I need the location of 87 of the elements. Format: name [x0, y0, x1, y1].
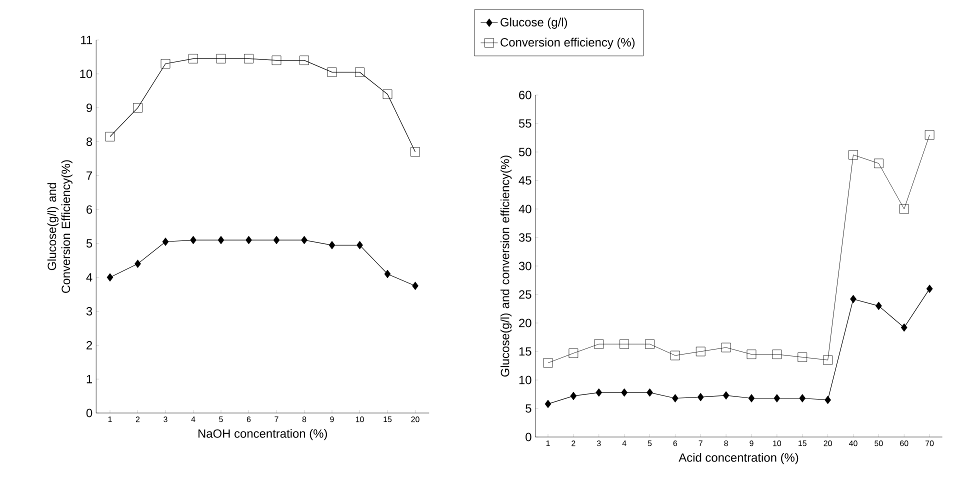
point [621, 388, 628, 397]
y-tick-label: 10 [519, 376, 532, 384]
y-tick-label: 8 [86, 137, 92, 146]
point [244, 54, 254, 64]
point [218, 236, 224, 244]
point [105, 132, 115, 142]
y-tick-label: 5 [526, 404, 532, 413]
point [620, 339, 629, 349]
y-axis-title: Glucose(g/l) and conversion efficiency(%) [500, 156, 512, 377]
point [412, 282, 418, 290]
point [746, 350, 756, 360]
point [188, 54, 198, 64]
point [327, 68, 337, 77]
point [273, 236, 280, 244]
point [697, 392, 704, 402]
legend-label: Conversion efficiency (%) [500, 38, 635, 49]
point [544, 400, 552, 408]
y-tick-label: 10 [80, 70, 92, 78]
point [799, 394, 806, 402]
point [670, 350, 680, 360]
point [824, 396, 832, 404]
point [900, 323, 908, 332]
y-tick-label: 1 [86, 374, 92, 384]
x-axis-title: Acid concentration (%) [678, 453, 798, 464]
y-tick-label: 11 [81, 36, 92, 44]
y-tick-label: 0 [526, 432, 532, 442]
point [106, 273, 114, 282]
point [926, 284, 933, 293]
y-tick-label: 20 [519, 318, 532, 328]
point [899, 204, 909, 214]
point [246, 236, 252, 244]
point [356, 240, 363, 250]
point [570, 392, 577, 400]
point [696, 346, 706, 356]
point [646, 388, 653, 397]
point [162, 238, 169, 246]
point [410, 147, 420, 157]
point [850, 294, 856, 304]
point [774, 394, 780, 402]
point [721, 342, 731, 352]
point [748, 394, 755, 402]
point [384, 270, 391, 278]
point [672, 394, 678, 402]
point [301, 236, 308, 244]
point [133, 103, 142, 112]
y-tick-label: 45 [518, 176, 532, 185]
point [160, 59, 170, 68]
y-tick-label: 60 [519, 90, 532, 100]
point [594, 339, 604, 349]
y-tick-label: 35 [518, 233, 532, 242]
point [874, 158, 884, 168]
y-tick-label: 4 [86, 273, 92, 282]
point [328, 240, 336, 250]
y-tick-label: 9 [86, 104, 92, 112]
point [355, 68, 364, 77]
point [134, 260, 141, 268]
point [876, 302, 882, 310]
point [216, 54, 226, 64]
y-tick-label: 2 [86, 341, 92, 350]
y-tick-label: 3 [86, 307, 92, 316]
point [645, 339, 654, 349]
y-tick-label: 55 [518, 119, 532, 128]
y-tick-label: 50 [518, 148, 532, 156]
point [722, 391, 730, 400]
point [924, 130, 934, 140]
y-tick-label: 15 [519, 347, 532, 356]
point [272, 56, 282, 66]
point [300, 56, 309, 66]
point [798, 352, 808, 362]
point [382, 90, 392, 99]
point [190, 236, 196, 244]
y-tick-label: 6 [86, 205, 92, 214]
point [823, 355, 833, 365]
x-axis-title: NaOH concentration (%) [198, 429, 327, 440]
point [568, 348, 578, 358]
y-tick-label: 5 [86, 239, 92, 248]
y-tick-label: 40 [518, 204, 532, 214]
y-tick-label: 7 [86, 172, 92, 180]
point [596, 388, 602, 397]
point [543, 358, 553, 368]
point [772, 350, 782, 360]
y-axis-title: Glucose(g/l) and Conversion Efficiency(%) [47, 160, 72, 293]
y-tick-label: 0 [86, 408, 92, 418]
legend-label: Glucose (g/l) [500, 18, 568, 29]
y-tick-label: 25 [519, 290, 532, 299]
point [848, 150, 858, 160]
y-tick-label: 30 [518, 262, 532, 270]
